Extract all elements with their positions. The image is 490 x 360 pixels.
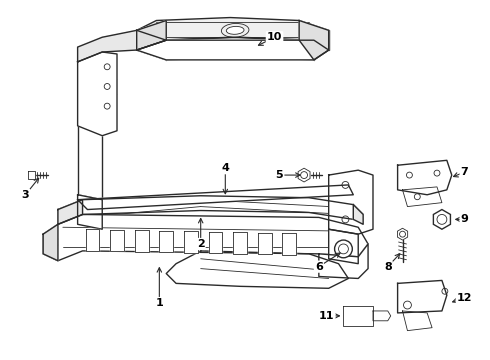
Polygon shape (258, 233, 271, 254)
Text: 2: 2 (197, 239, 204, 249)
Text: 11: 11 (319, 311, 335, 321)
Text: 10: 10 (267, 32, 282, 42)
Polygon shape (209, 232, 222, 253)
Text: 3: 3 (22, 190, 29, 200)
Polygon shape (353, 204, 363, 224)
Text: 9: 9 (461, 215, 468, 224)
Polygon shape (43, 215, 368, 261)
Text: 7: 7 (461, 167, 468, 177)
Text: 6: 6 (315, 262, 323, 272)
Polygon shape (233, 232, 247, 254)
Polygon shape (329, 229, 358, 264)
Polygon shape (402, 311, 432, 330)
Polygon shape (397, 280, 447, 313)
Polygon shape (137, 40, 329, 60)
Polygon shape (58, 200, 82, 224)
Text: 8: 8 (384, 262, 392, 272)
Polygon shape (166, 251, 348, 288)
Polygon shape (77, 52, 117, 136)
Polygon shape (28, 171, 35, 179)
Polygon shape (299, 21, 329, 60)
Polygon shape (43, 224, 58, 261)
Polygon shape (135, 230, 148, 252)
Polygon shape (373, 311, 391, 321)
Polygon shape (159, 231, 173, 252)
Polygon shape (85, 229, 99, 251)
Polygon shape (77, 195, 102, 229)
Circle shape (335, 240, 352, 258)
Polygon shape (329, 170, 373, 234)
Polygon shape (319, 244, 368, 278)
Polygon shape (58, 196, 363, 224)
Polygon shape (137, 18, 329, 40)
Polygon shape (282, 233, 296, 255)
Polygon shape (77, 30, 166, 62)
Polygon shape (402, 187, 442, 207)
Text: 5: 5 (276, 170, 283, 180)
Polygon shape (397, 160, 452, 195)
Polygon shape (184, 231, 198, 253)
Polygon shape (77, 185, 353, 210)
Text: 12: 12 (457, 293, 472, 303)
Polygon shape (433, 210, 450, 229)
Polygon shape (110, 230, 124, 251)
Polygon shape (137, 37, 329, 60)
Polygon shape (137, 21, 166, 50)
Polygon shape (397, 228, 408, 240)
Ellipse shape (226, 26, 244, 34)
Text: 1: 1 (155, 298, 163, 308)
Text: 4: 4 (221, 163, 229, 173)
Polygon shape (343, 306, 373, 326)
Polygon shape (298, 168, 310, 182)
